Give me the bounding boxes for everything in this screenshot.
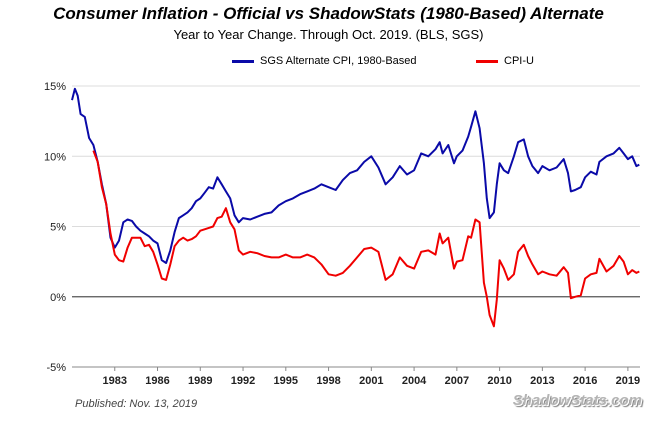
legend-swatch-cpiu (476, 59, 498, 63)
x-tick-label: 1998 (316, 375, 340, 387)
x-tick-label: 2004 (402, 375, 427, 387)
series-line-sgs (71, 87, 640, 264)
legend-item-cpiu: CPI-U (476, 55, 534, 67)
x-tick-label: 2019 (616, 375, 640, 387)
x-tick-label: 1989 (188, 375, 212, 387)
x-tick-label: 2016 (573, 375, 597, 387)
y-tick-label: 15% (44, 81, 66, 93)
x-tick-label: 2001 (359, 375, 383, 387)
source-watermark: ShadowStats.com (512, 392, 642, 409)
x-tick-label: 2013 (530, 375, 554, 387)
legend-label-cpiu: CPI-U (504, 55, 534, 67)
y-tick-label: -5% (46, 362, 66, 374)
series-line-cpiu (92, 150, 640, 328)
legend-label-sgs: SGS Alternate CPI, 1980-Based (260, 55, 417, 67)
x-tick-label: 1983 (103, 375, 127, 387)
legend-swatch-sgs (232, 59, 254, 63)
legend: SGS Alternate CPI, 1980-Based CPI-U (0, 55, 657, 75)
x-tick-label: 2007 (445, 375, 469, 387)
y-tick-label: 0% (50, 292, 66, 304)
chart-title: Consumer Inflation - Official vs ShadowS… (53, 4, 604, 23)
legend-item-sgs: SGS Alternate CPI, 1980-Based (232, 55, 417, 67)
published-date: Published: Nov. 13, 2019 (75, 398, 198, 410)
x-tick-label: 1986 (145, 375, 169, 387)
x-tick-label: 1992 (231, 375, 255, 387)
chart-subtitle: Year to Year Change. Through Oct. 2019. … (173, 27, 484, 42)
x-tick-label: 1995 (274, 375, 298, 387)
x-tick-label: 2010 (487, 375, 511, 387)
y-tick-label: 10% (44, 151, 66, 163)
y-tick-label: 5% (50, 222, 66, 234)
